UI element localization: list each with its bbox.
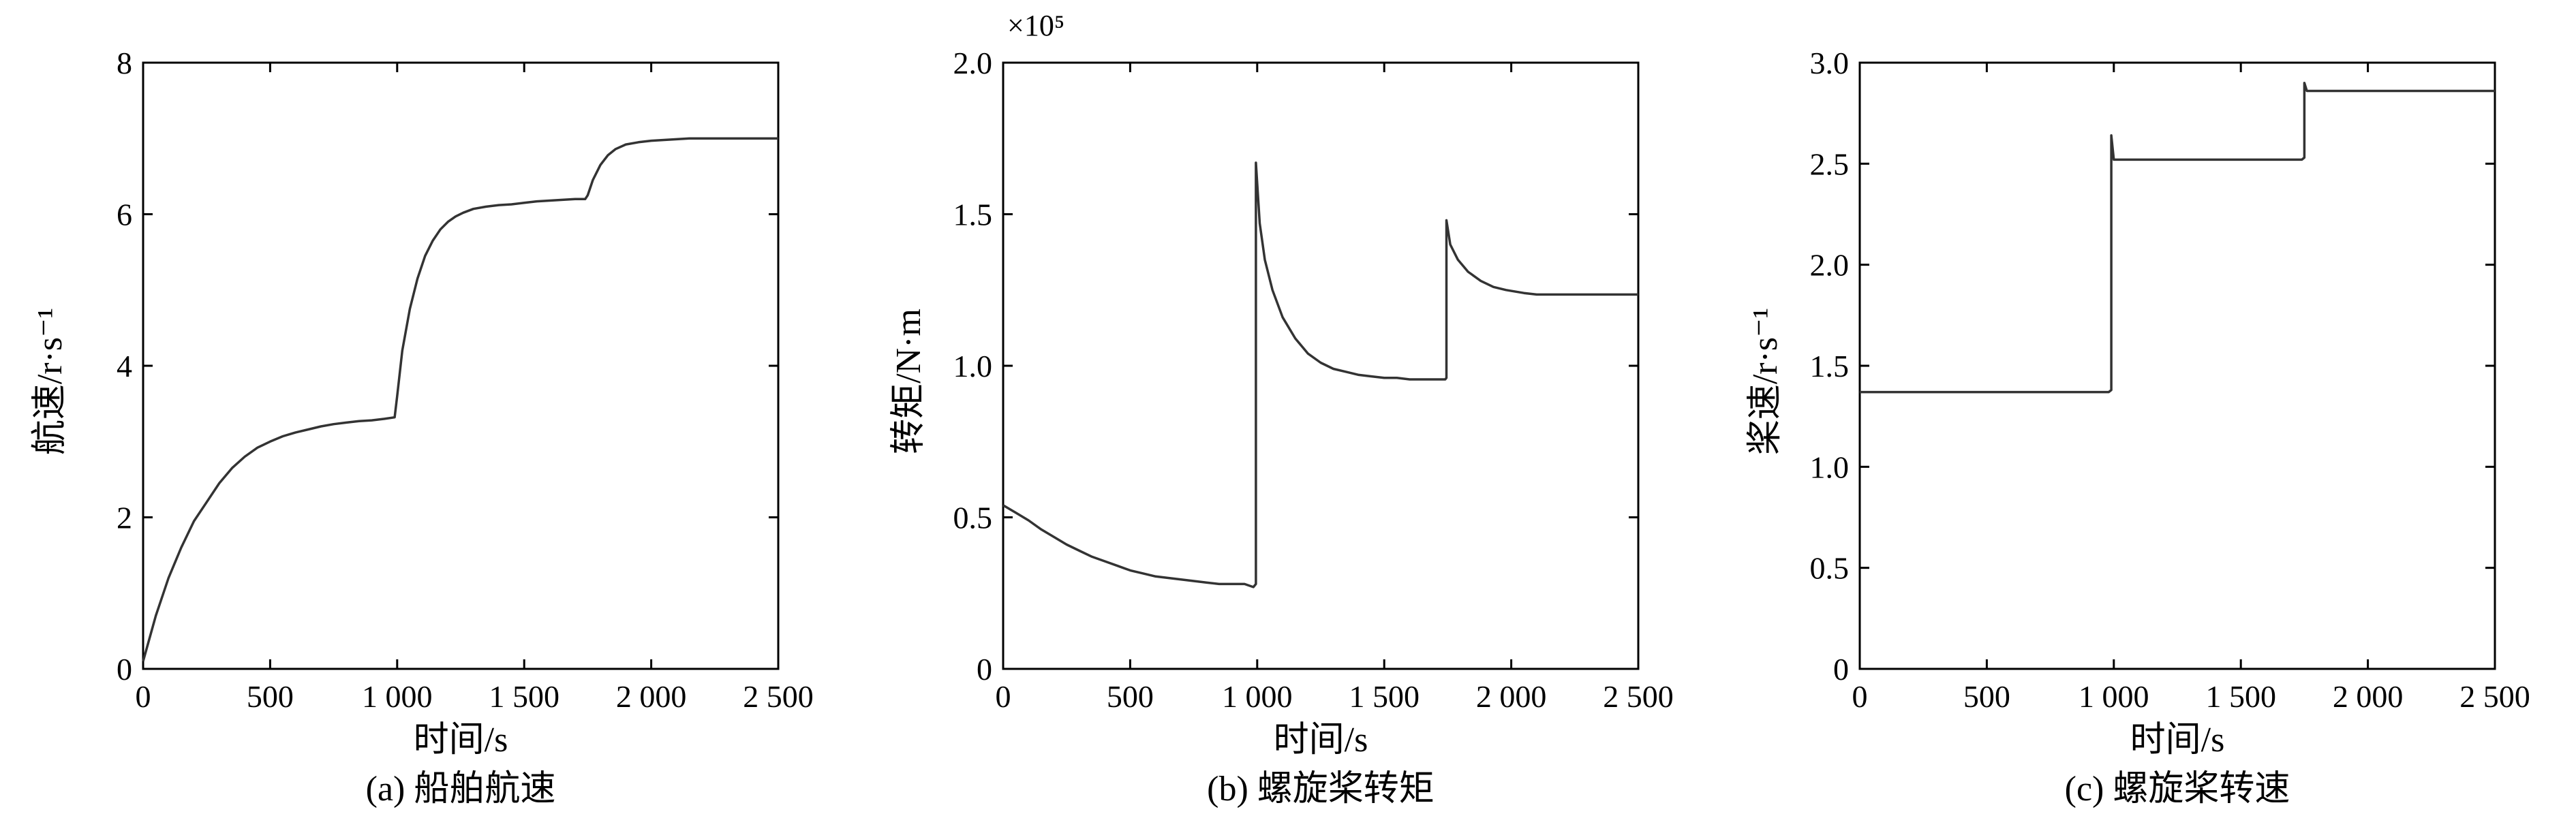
panel-b-xtick-label: 500 xyxy=(1107,679,1154,714)
panel-c-xlabel: 时间/s xyxy=(2130,721,2225,759)
panel-b-ytick-label: 1.5 xyxy=(953,198,993,232)
panel-c-caption: (c) 螺旋桨转速 xyxy=(2065,770,2290,809)
panel-c-xtick-label: 2 500 xyxy=(2459,679,2530,714)
panel-a-ylabel: 航速/r·s⁻¹ xyxy=(31,308,70,455)
panel-b-ytick-label: 2.0 xyxy=(953,46,993,80)
panel-b-xtick-label: 1 500 xyxy=(1349,679,1420,714)
panel-c-plot-area: 0 500 1 000 1 500 2 000 2 500 0 0.5 1.0 1.5 2.0 2.5… xyxy=(1810,46,2530,714)
panel-c-xtick-label: 0 xyxy=(1852,679,1868,714)
panel-a-axes-frame xyxy=(142,61,780,670)
panel-a-series-line xyxy=(142,137,778,662)
panel-a-ytick-label: 0 xyxy=(117,652,132,687)
panel-b-xlabel: 时间/s xyxy=(1274,721,1368,759)
panel-c-ytick-label: 2.0 xyxy=(1810,248,1850,283)
panel-b-caption: (b) 螺旋桨转矩 xyxy=(1207,770,1435,809)
panel-b-ytick-label: 1.0 xyxy=(953,349,993,383)
panel-c-xtick-label: 1 000 xyxy=(2079,679,2149,714)
panel-c-axes-frame xyxy=(1858,61,2496,670)
panel-a-xtick-label: 2 500 xyxy=(743,679,814,714)
panel-c-ytick-label: 0.5 xyxy=(1810,551,1850,586)
panel-b-xtick-label: 2 500 xyxy=(1603,679,1674,714)
panel-b-exponent: ×10⁵ xyxy=(1007,9,1064,42)
panel-c-ylabel: 桨速/r·s⁻¹ xyxy=(1746,308,1785,455)
panel-c-series-line xyxy=(1860,81,2495,394)
panel-b-ytick-label: 0 xyxy=(977,652,992,687)
panel-a-ytick-label: 4 xyxy=(117,349,132,383)
panel-c-ytick-label: 1.0 xyxy=(1810,450,1850,484)
panel-a-xtick-label: 0 xyxy=(136,679,151,714)
panel-c: 0 500 1 000 1 500 2 000 2 500 0 0.5 1.0 1.5 2.0 2.5… xyxy=(1746,46,2530,809)
panel-b-xtick-label: 1 000 xyxy=(1222,679,1293,714)
panel-b-axes-frame xyxy=(1002,61,1640,670)
panel-c-ytick-label: 3.0 xyxy=(1810,46,1850,80)
panel-a-caption: (a) 船舶航速 xyxy=(366,770,556,809)
panel-a-xtick-label: 1 500 xyxy=(489,679,559,714)
panel-c-xtick-label: 2 000 xyxy=(2333,679,2404,714)
panel-c-ytick-label: 0 xyxy=(1833,652,1849,687)
panel-b: 0 500 1 000 1 500 2 000 2 500 0 0.5 1.0 1.5 2.0 转矩… xyxy=(889,9,1674,809)
panel-a-ytick-label: 8 xyxy=(117,46,132,80)
panel-b-series-line xyxy=(1002,161,1638,589)
panel-a-ytick-label: 2 xyxy=(117,501,132,535)
panel-b-ylabel: 转矩/N·m xyxy=(889,309,928,454)
panel-b-xtick-label: 0 xyxy=(996,679,1011,714)
panel-a-xtick-label: 500 xyxy=(247,679,294,714)
panel-b-plot-area: 0 500 1 000 1 500 2 000 2 500 0 0.5 1.0 1.5 2.0 xyxy=(953,46,1674,714)
panel-b-xtick-label: 2 000 xyxy=(1476,679,1547,714)
panel-c-ytick-label: 2.5 xyxy=(1810,146,1850,181)
panel-a-ytick-label: 6 xyxy=(117,198,132,232)
panel-c-xtick-label: 500 xyxy=(1963,679,2010,714)
panel-c-xtick-label: 1 500 xyxy=(2205,679,2276,714)
panel-a-xlabel: 时间/s xyxy=(414,721,508,759)
panel-a-xtick-label: 2 000 xyxy=(616,679,687,714)
panel-c-ytick-label: 1.5 xyxy=(1810,349,1850,383)
panel-a: 0 500 1 000 1 500 2 000 2 500 0 2 4 6 8 航速/r·s⁻¹ 时… xyxy=(31,46,814,809)
panel-a-plot-area: 0 500 1 000 1 500 2 000 2 500 0 2 4 6 8 xyxy=(117,46,814,714)
panel-a-xtick-label: 1 000 xyxy=(362,679,433,714)
panel-b-ytick-label: 0.5 xyxy=(953,501,993,535)
